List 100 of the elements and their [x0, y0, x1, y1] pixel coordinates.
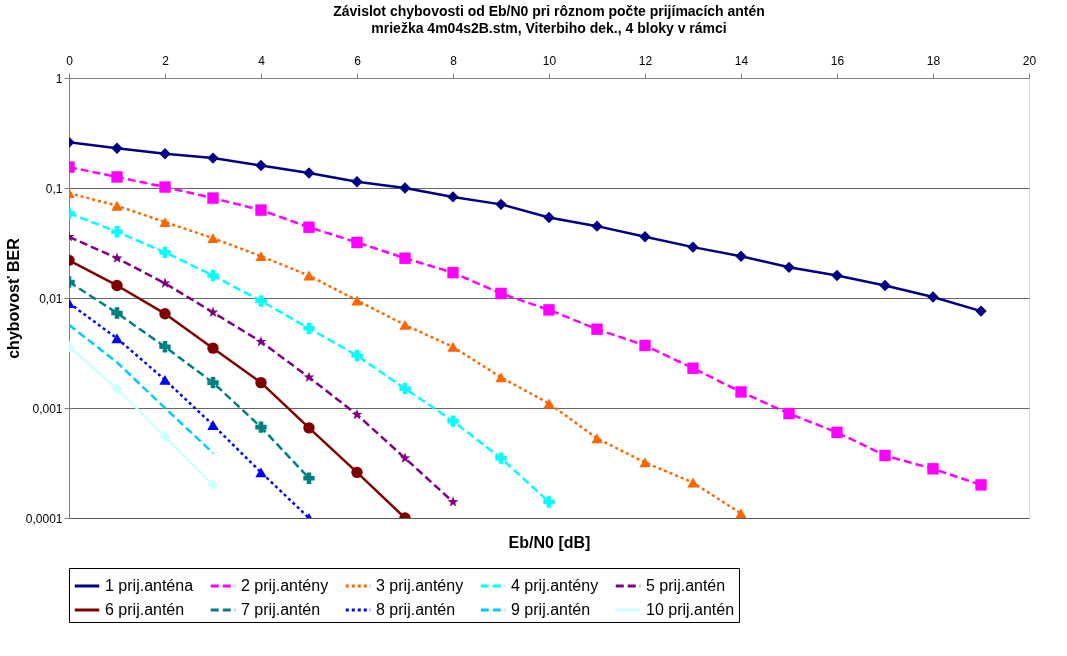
y-tick-label: 0,1	[45, 181, 63, 196]
point	[303, 322, 315, 335]
point	[111, 200, 123, 211]
point	[351, 349, 363, 362]
point	[543, 304, 555, 316]
chart-subtitle: mriežka 4m04s2B.stm, Viterbiho dek., 4 bloky v rámci	[371, 20, 727, 36]
x-tick-label: 10	[542, 53, 557, 68]
point	[303, 422, 315, 434]
point	[495, 287, 507, 300]
y-tick-label: 0,01	[39, 291, 63, 306]
point	[975, 479, 987, 491]
x-tick-label: 16	[830, 53, 845, 68]
point	[303, 221, 315, 233]
point	[879, 279, 891, 292]
point	[447, 266, 459, 279]
point	[447, 341, 459, 352]
x-tick-label: 0	[66, 53, 74, 68]
point	[399, 182, 411, 194]
point	[111, 333, 123, 344]
legend-label: 9 prij.antén	[511, 601, 591, 618]
point	[159, 374, 171, 385]
point	[159, 308, 171, 320]
point	[303, 167, 315, 179]
point	[591, 323, 603, 335]
x-tick-label: 2	[162, 53, 170, 68]
legend-label: 5 prij.antén	[646, 577, 726, 594]
point	[207, 376, 219, 389]
point	[447, 415, 459, 427]
point	[207, 342, 219, 354]
point	[111, 171, 123, 183]
point	[207, 420, 219, 430]
point	[831, 426, 843, 439]
point	[111, 382, 123, 395]
point	[687, 477, 699, 488]
y-tick-label: 0,0001	[25, 511, 63, 526]
x-axis-title: Eb/N0 [dB]	[508, 533, 591, 551]
x-tick-label: 6	[354, 53, 362, 68]
point	[543, 398, 555, 409]
point	[303, 371, 315, 382]
point	[687, 241, 699, 253]
point	[303, 472, 315, 484]
point	[207, 152, 219, 164]
point	[495, 452, 507, 464]
point	[399, 252, 411, 264]
x-tick-label: 18	[926, 53, 941, 68]
point	[687, 362, 699, 374]
point	[255, 204, 267, 216]
y-axis-title: chybovosť BER	[4, 237, 22, 359]
point	[399, 382, 411, 395]
point	[447, 496, 459, 507]
point	[495, 198, 507, 211]
point	[735, 250, 747, 262]
point	[255, 376, 267, 389]
legend-label: 6 prij.antén	[105, 601, 185, 618]
point	[255, 295, 267, 307]
point	[447, 191, 459, 203]
legend-label: 10 prij.antén	[646, 601, 735, 618]
point	[207, 192, 219, 204]
point	[351, 466, 363, 479]
point	[639, 457, 651, 468]
point	[975, 305, 987, 317]
legend-label: 7 prij.antén	[241, 601, 321, 618]
legend-label: 3 prij.antény	[376, 577, 464, 594]
point	[159, 148, 171, 160]
point	[111, 226, 123, 238]
point	[495, 372, 507, 383]
legend-label: 1 prij.anténa	[105, 577, 194, 594]
legend-label: 8 prij.antén	[376, 601, 456, 618]
x-tick-label: 12	[638, 53, 653, 68]
chart-title: Závislot chybovosti od Eb/N0 pri rôznom počte prijímacích antén	[333, 3, 765, 19]
point	[783, 407, 795, 420]
point	[255, 336, 267, 347]
point	[159, 181, 171, 193]
point	[591, 433, 603, 444]
point	[111, 142, 123, 154]
x-tick-label: 8	[450, 53, 458, 68]
point	[639, 231, 651, 243]
point	[543, 211, 555, 224]
point	[255, 467, 267, 478]
point	[351, 236, 363, 249]
point	[159, 246, 171, 259]
point	[255, 421, 267, 433]
point	[591, 220, 603, 232]
x-tick-label: 20	[1022, 53, 1037, 68]
point	[255, 251, 267, 262]
legend-label: 4 prij.antény	[511, 577, 599, 594]
point	[639, 339, 651, 352]
point	[351, 408, 363, 420]
point	[735, 386, 747, 398]
point	[399, 319, 411, 330]
legend-label: 2 prij.antény	[241, 577, 329, 594]
point	[543, 496, 555, 508]
point	[303, 270, 315, 281]
point	[831, 269, 843, 282]
y-tick-label: 1	[55, 71, 63, 86]
point	[159, 277, 171, 288]
point	[255, 159, 267, 172]
point	[879, 449, 891, 462]
x-tick-label: 14	[734, 53, 749, 68]
point	[351, 295, 363, 306]
